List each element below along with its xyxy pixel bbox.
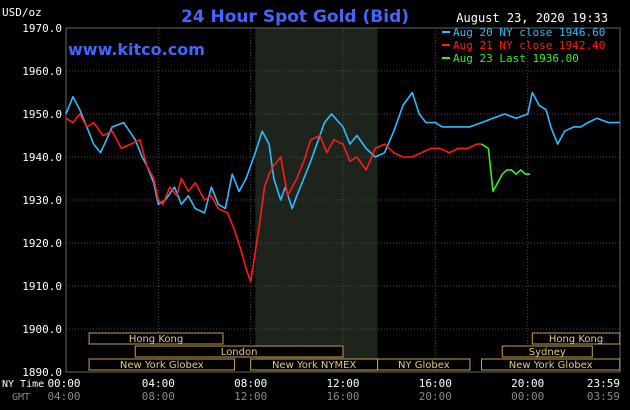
legend-entry: Aug 20 NY close 1946.60 (453, 26, 605, 39)
y-tick-label: 1930.0 (22, 194, 62, 207)
market-session-bar (88, 358, 236, 371)
market-session-bar (88, 332, 224, 345)
market-session-bar (377, 358, 471, 371)
market-session-bar (134, 345, 344, 358)
market-session-label: NY Globex (398, 360, 450, 371)
x-tick-label-ny: 00:00 (47, 377, 80, 390)
x-tick-label-ny: 23:59 (587, 377, 620, 390)
market-session-label: Sydney (529, 347, 566, 358)
market-session-label: New York Globex (120, 360, 204, 371)
x-tick-label-gmt: 04:00 (47, 390, 80, 403)
y-tick-label: 1910.0 (22, 280, 62, 293)
market-session-label: New York NYMEX (272, 360, 357, 371)
x-tick-label-ny: 04:00 (142, 377, 175, 390)
series-line-1 (65, 91, 620, 214)
market-session-bar (501, 345, 593, 358)
market-session-label: Hong Kong (129, 334, 183, 345)
x-axis-label-gmt: GMT (12, 392, 30, 403)
x-tick-label-gmt: 00:00 (511, 390, 544, 403)
market-session-bar (481, 358, 621, 371)
x-tick-label-gmt: 16:00 (326, 390, 359, 403)
y-tick-label: 1920.0 (22, 237, 62, 250)
y-tick-label: 1960.0 (22, 65, 62, 78)
market-session-label: Hong Kong (549, 334, 603, 345)
x-tick-label-ny: 08:00 (234, 377, 267, 390)
market-session-bar (531, 332, 621, 345)
market-session-label: New York Globex (509, 360, 593, 371)
y-axis-label: USD/oz (2, 6, 42, 19)
x-tick-label-ny: 12:00 (326, 377, 359, 390)
y-tick-label: 1950.0 (22, 108, 62, 121)
y-tick-label: 1940.0 (22, 151, 62, 164)
plot-frame (65, 27, 621, 373)
x-tick-label-gmt: 12:00 (234, 390, 267, 403)
x-tick-label-ny: 20:00 (511, 377, 544, 390)
y-tick-label: 1970.0 (22, 22, 62, 35)
legend-entry: Aug 21 NY close 1942.40 (453, 39, 605, 52)
legend-entry: Aug 23 Last 1936.00 (453, 52, 579, 65)
y-tick-label: 1900.0 (22, 323, 62, 336)
x-axis-label-ny: NY Time (2, 379, 44, 390)
chart-title: 24 Hour Spot Gold (Bid) (181, 7, 409, 27)
y-tick-label: 1890.0 (22, 366, 62, 379)
market-session-label: London (221, 347, 258, 358)
series-line-3 (481, 143, 530, 193)
series-line-2 (65, 113, 482, 283)
x-tick-label-gmt: 03:59 (587, 390, 620, 403)
x-tick-label-ny: 16:00 (419, 377, 452, 390)
x-tick-label-gmt: 08:00 (142, 390, 175, 403)
watermark: www.kitco.com (68, 40, 205, 59)
timestamp: August 23, 2020 19:33 (456, 11, 608, 25)
x-tick-label-gmt: 20:00 (419, 390, 452, 403)
